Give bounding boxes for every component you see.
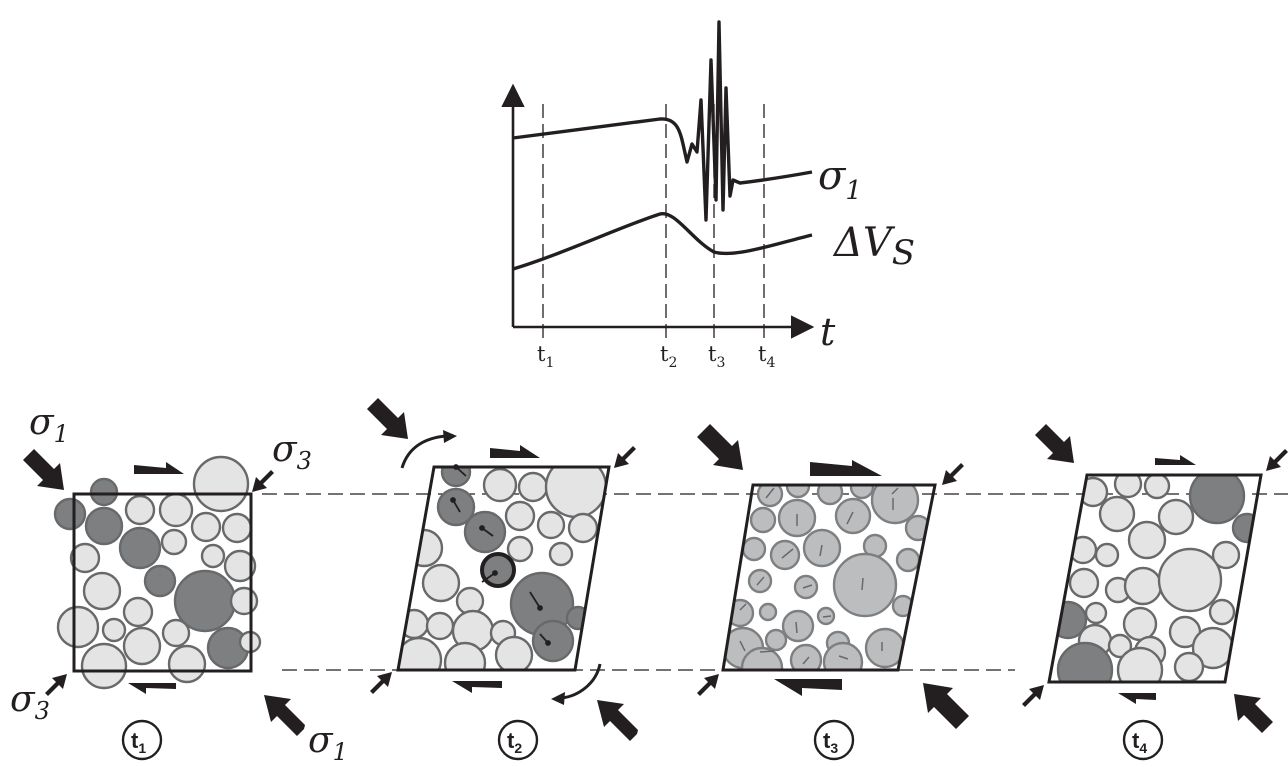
- stage-t2-sigma3-arrow-upper-right: [614, 445, 636, 468]
- sigma3-arrow-lower-left: [45, 674, 67, 697]
- stage-t2-box: [396, 465, 611, 672]
- stage-t1-stress-arrows: [23, 449, 305, 736]
- svg-text:t3: t3: [823, 728, 838, 756]
- svg-text:t2: t2: [507, 728, 522, 756]
- stage-t1-top-shear-arrow: [134, 462, 184, 474]
- stage-t2-rotation-arrows: [400, 434, 602, 700]
- sigma1-arrow-lower-right: [264, 695, 305, 736]
- stage-t4-top-shear-arrow: [1155, 455, 1196, 465]
- sigma1-label-upper-left: σ1: [29, 402, 69, 448]
- stage-t2-rotation-arrow-top: [400, 434, 447, 469]
- sigma1-curve: [512, 20, 813, 222]
- stage-t3-sigma3-arrow-lower-left: [697, 674, 719, 697]
- stage-t2-top-shear-arrow: [490, 445, 540, 458]
- stage-t2-highlight-grain: [480, 552, 516, 588]
- stage-t3-bottom-shear-arrow: [774, 679, 842, 696]
- stage-t2-sigma3-arrow-lower-left: [370, 672, 392, 695]
- stage-t2-rotation-arrow-bottom: [561, 663, 602, 700]
- stage-t4-sigma1-arrow-upper-left: [1035, 424, 1074, 463]
- stage-t1-grains: [53, 455, 262, 690]
- svg-text:t1: t1: [131, 728, 146, 756]
- sigma1-label-lower-right: σ1: [308, 720, 348, 762]
- stage-t3-sigma1-arrow-lower-right: [923, 683, 969, 729]
- stage-t3-top-shear-arrow: [810, 460, 882, 476]
- stage-t1-sample: σ1 σ3 σ3 σ1 t1: [10, 402, 348, 766]
- sigma3-label-upper-right: σ3: [272, 429, 312, 475]
- delta-vs-curve-label: ΔVS: [832, 220, 915, 273]
- tick-label-t4: t4: [758, 342, 775, 371]
- delta-vs-curve: [512, 212, 813, 271]
- tick-label-t2: t2: [660, 342, 677, 371]
- stage-t1-label: t1: [121, 719, 163, 761]
- sigma3-arrow-upper-right: [252, 469, 274, 492]
- time-axis-label: t: [820, 310, 836, 354]
- stage-t4-sample: t4: [1022, 424, 1288, 761]
- tick-label-t1: t1: [537, 342, 554, 371]
- stage-t1-bottom-shear-arrow: [128, 683, 176, 694]
- stage-t2-stress-arrows: [367, 398, 638, 741]
- stage-t2-sigma1-arrow-lower-right: [597, 700, 638, 741]
- stage-t2-label: t2: [497, 719, 539, 761]
- sigma1-curve-label: σ1: [818, 153, 862, 206]
- stage-t3-sigma1-arrow-upper-left: [697, 424, 743, 470]
- time-series-graph: t t1 t2 t3 t4 σ1 ΔVS: [501, 20, 915, 371]
- stage-t3-sigma3-arrow-upper-right: [942, 462, 964, 485]
- stage-t3-grains: [723, 485, 932, 670]
- time-tick-labels: t1 t2 t3 t4: [537, 342, 775, 371]
- tick-label-t3: t3: [708, 342, 725, 371]
- stage-t4-sigma1-arrow-lower-right: [1234, 694, 1273, 733]
- stage-t1-stress-labels: σ1 σ3 σ3 σ1: [10, 402, 348, 766]
- sigma3-label-lower-left: σ3: [10, 679, 50, 725]
- stage-t4-stress-arrows: [1022, 424, 1288, 733]
- time-markers: [542, 104, 765, 340]
- stage-t3-sample: t3: [697, 424, 969, 761]
- stage-t4-sigma3-arrow-lower-left: [1022, 685, 1044, 708]
- stage-t4-sigma3-arrow-upper-right: [1266, 448, 1288, 471]
- stage-t2-grains: [398, 467, 608, 670]
- stage-t2-sample: t2: [367, 398, 638, 761]
- stage-t3-stress-arrows: [697, 424, 969, 729]
- stage-t4-box: [1047, 473, 1263, 684]
- svg-text:t4: t4: [1132, 728, 1147, 756]
- stage-t3-box: [721, 483, 937, 672]
- stage-t4-bottom-shear-arrow: [1118, 693, 1156, 704]
- stage-t4-label: t4: [1122, 719, 1164, 761]
- stage-t3-motion-arrows: [739, 487, 899, 665]
- sigma1-arrow-upper-left: [23, 449, 64, 490]
- stage-t2-sigma1-arrow-upper-left: [367, 398, 408, 439]
- stage-t3-label: t3: [813, 719, 855, 761]
- stage-t2-bottom-shear-arrow: [452, 681, 502, 693]
- stage-t1-box: [72, 492, 253, 673]
